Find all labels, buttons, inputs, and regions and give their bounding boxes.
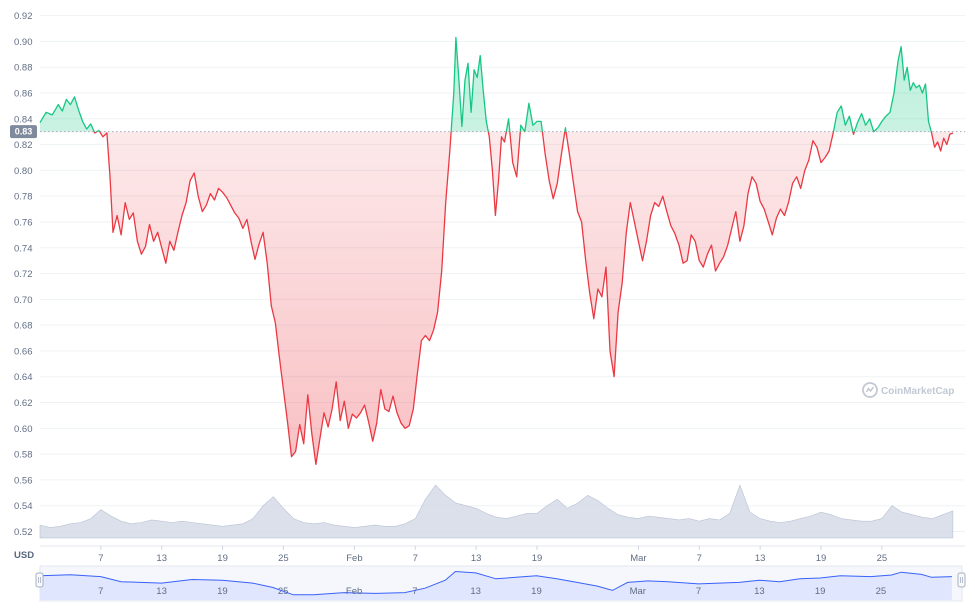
price-line-up bbox=[39, 36, 932, 132]
x-tick-label: Feb bbox=[346, 553, 362, 564]
navigator-tick-label: 19 bbox=[531, 586, 542, 597]
y-tick-label: 0.88 bbox=[14, 63, 33, 74]
navigator-tick-label: 13 bbox=[470, 586, 481, 597]
price-line bbox=[39, 36, 954, 466]
y-tick-label: 0.64 bbox=[14, 372, 33, 383]
navigator-series bbox=[39, 570, 952, 600]
navigator-left-handle[interactable] bbox=[35, 572, 44, 588]
volume-area bbox=[39, 484, 954, 539]
x-tick-label: 7 bbox=[98, 553, 103, 564]
currency-label: USD bbox=[14, 550, 34, 561]
navigator-line bbox=[39, 570, 952, 596]
navigator-axis: 7 13 19 25 Feb 7 13 19 Mar 7 13 19 25 bbox=[98, 586, 886, 597]
y-tick-label: 0.54 bbox=[14, 501, 33, 512]
y-tick-label: 0.68 bbox=[14, 321, 33, 332]
navigator-tick-label: Mar bbox=[630, 586, 646, 597]
navigator-tick-label: 25 bbox=[278, 586, 289, 597]
x-tick-label: 25 bbox=[278, 553, 289, 564]
x-tick-label: 13 bbox=[156, 553, 167, 564]
volume-shape bbox=[39, 484, 954, 539]
y-tick-label: 0.58 bbox=[14, 450, 33, 461]
grid-lines bbox=[40, 15, 965, 532]
x-tick-label: 19 bbox=[816, 553, 827, 564]
navigator-right-handle[interactable] bbox=[957, 572, 966, 588]
navigator[interactable]: 7 13 19 25 Feb 7 13 19 Mar 7 13 19 25 bbox=[35, 565, 966, 602]
x-tick-label: 19 bbox=[532, 553, 543, 564]
x-tick-label: Mar bbox=[630, 553, 646, 564]
x-tick-label: 13 bbox=[755, 553, 766, 564]
y-tick-label: 0.92 bbox=[14, 11, 33, 22]
navigator-tick-label: 19 bbox=[815, 586, 826, 597]
x-axis: 7 13 19 25 Feb 7 13 19 Mar 7 13 19 25 bbox=[98, 546, 887, 564]
x-tick-label: 13 bbox=[471, 553, 482, 564]
y-tick-label: 0.72 bbox=[14, 269, 33, 280]
y-tick-label: 0.60 bbox=[14, 424, 33, 435]
y-tick-label: 0.74 bbox=[14, 243, 33, 254]
coinmarketcap-logo-icon bbox=[862, 382, 878, 398]
navigator-tick-label: 13 bbox=[156, 586, 167, 597]
x-tick-label: 7 bbox=[697, 553, 702, 564]
above-baseline-fill bbox=[40, 37, 932, 132]
y-axis: 0.52 0.54 0.56 0.58 0.60 0.62 0.64 0.66 0.68 0.70… bbox=[14, 11, 33, 538]
price-line-down bbox=[93, 131, 954, 466]
y-tick-label: 0.84 bbox=[14, 114, 33, 125]
y-tick-label: 0.56 bbox=[14, 475, 33, 486]
baseline-badge: 0.83 bbox=[10, 125, 37, 139]
y-tick-label: 0.78 bbox=[14, 192, 33, 203]
x-tick-label: 7 bbox=[413, 553, 418, 564]
y-tick-label: 0.76 bbox=[14, 217, 33, 228]
navigator-tick-label: 19 bbox=[217, 586, 228, 597]
y-tick-label: 0.52 bbox=[14, 527, 33, 538]
navigator-tick-label: 7 bbox=[412, 586, 417, 597]
navigator-tick-label: 7 bbox=[98, 586, 103, 597]
navigator-tick-label: Feb bbox=[346, 586, 362, 597]
x-tick-label: 19 bbox=[217, 553, 228, 564]
y-tick-label: 0.86 bbox=[14, 88, 33, 99]
y-tick-label: 0.66 bbox=[14, 346, 33, 357]
navigator-tick-label: 7 bbox=[696, 586, 701, 597]
x-tick-label: 25 bbox=[877, 553, 888, 564]
navigator-tick-label: 25 bbox=[876, 586, 887, 597]
y-tick-label: 0.90 bbox=[14, 37, 33, 48]
price-area bbox=[40, 37, 953, 465]
below-baseline-fill bbox=[40, 131, 953, 465]
y-tick-label: 0.80 bbox=[14, 166, 33, 177]
y-tick-label: 0.62 bbox=[14, 398, 33, 409]
navigator-fill bbox=[40, 571, 952, 600]
y-tick-label: 0.82 bbox=[14, 140, 33, 151]
watermark-text: CoinMarketCap bbox=[881, 386, 954, 397]
baseline-label: 0.83 bbox=[15, 127, 33, 137]
navigator-tick-label: 13 bbox=[754, 586, 765, 597]
y-tick-label: 0.70 bbox=[14, 295, 33, 306]
watermark: CoinMarketCap bbox=[862, 382, 954, 398]
